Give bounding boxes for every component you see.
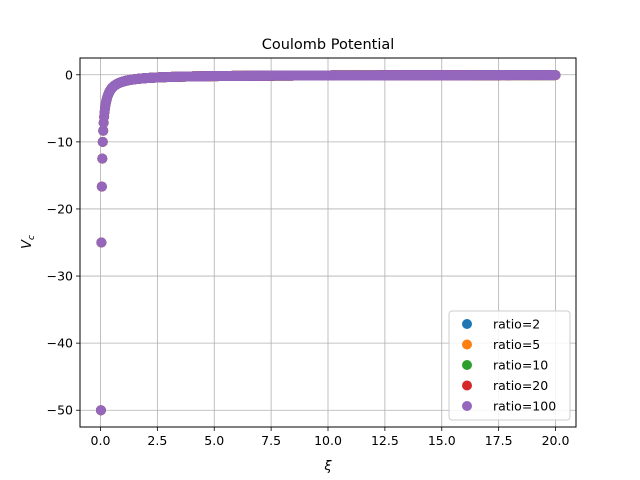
data-point [95,405,106,416]
series-ratio-100 [95,70,561,416]
data-point [96,181,107,192]
data-point [96,237,107,248]
scatter-points [95,70,561,416]
data-point [97,136,108,147]
data-point [97,153,108,164]
data-point [98,125,109,136]
